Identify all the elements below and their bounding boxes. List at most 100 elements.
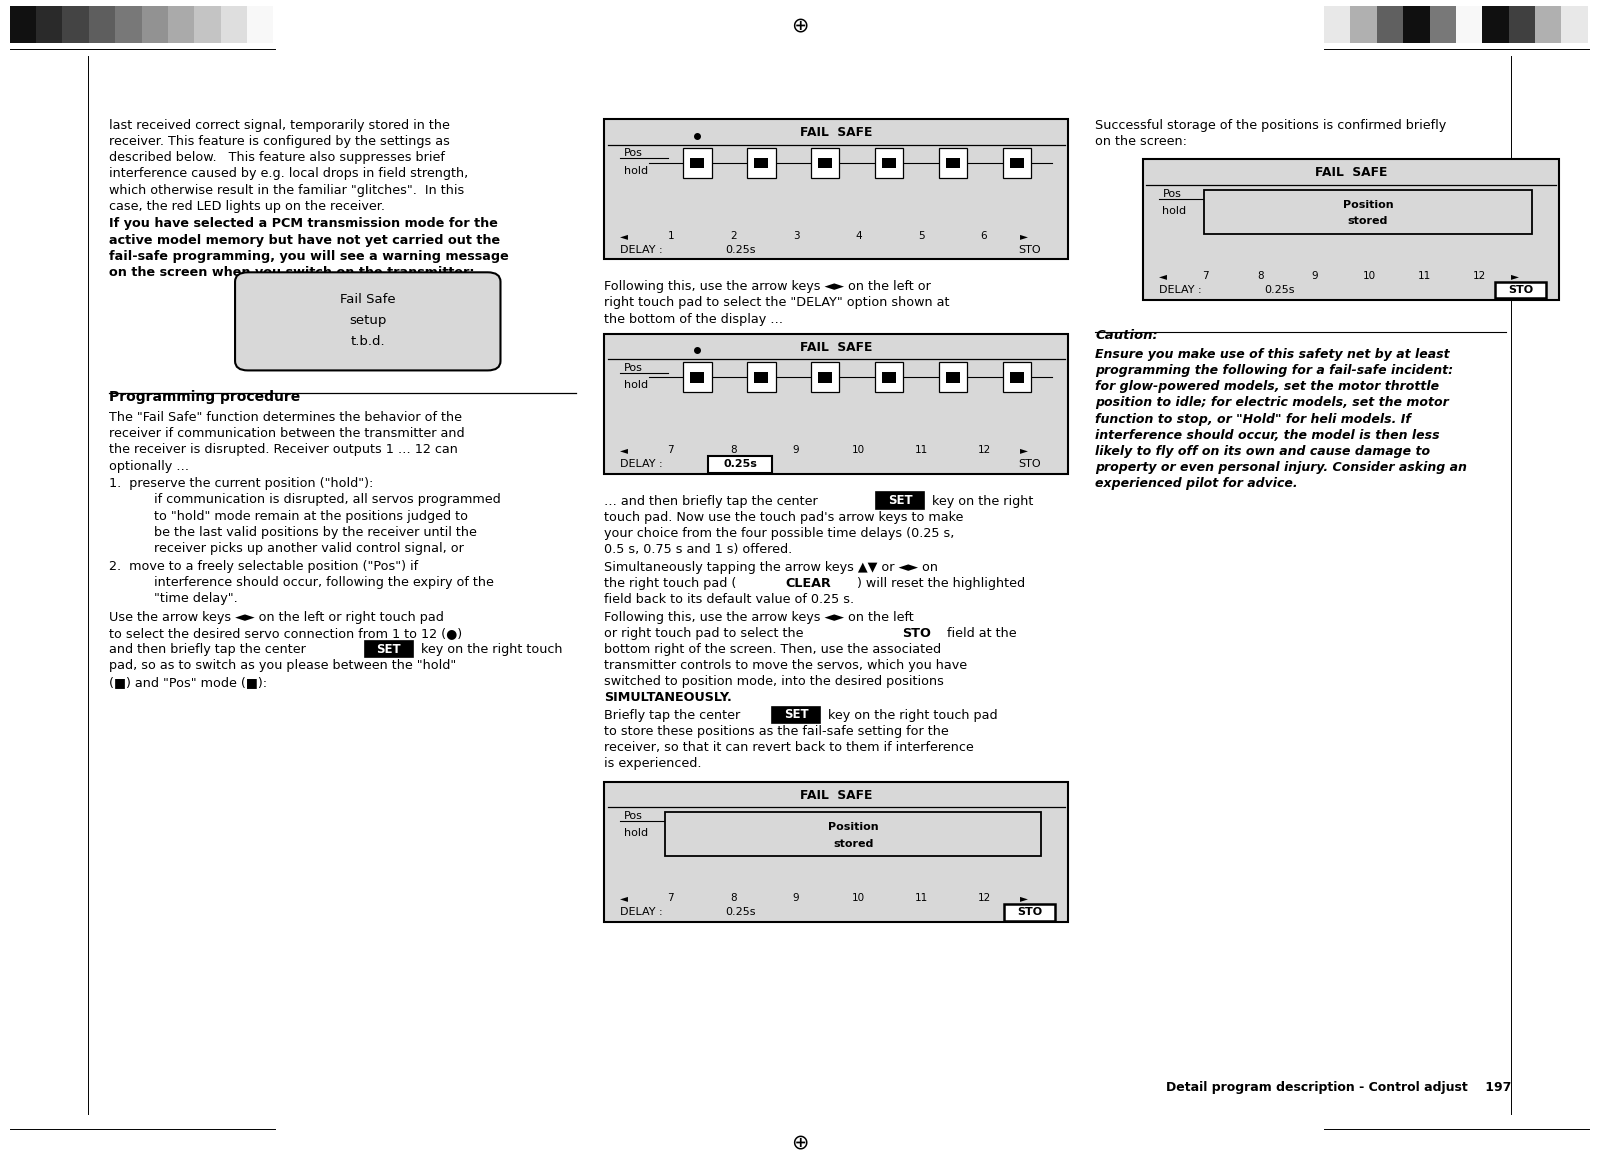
Text: STO: STO <box>1508 285 1533 296</box>
Text: SIMULTANEOUSLY.: SIMULTANEOUSLY. <box>604 691 732 704</box>
Bar <box>708 457 772 473</box>
Text: Programming procedure: Programming procedure <box>109 390 301 404</box>
Bar <box>1509 6 1535 43</box>
Text: position to idle; for electric models, set the motor: position to idle; for electric models, s… <box>1095 396 1449 410</box>
Text: to store these positions as the fail-safe setting for the: to store these positions as the fail-saf… <box>604 725 950 738</box>
Text: 0.25s: 0.25s <box>724 245 756 255</box>
Bar <box>817 373 831 383</box>
Text: ◄: ◄ <box>620 894 628 903</box>
Text: DELAY :: DELAY : <box>1159 285 1202 296</box>
Text: 10: 10 <box>852 894 865 903</box>
Bar <box>691 373 704 383</box>
Text: 11: 11 <box>915 445 927 456</box>
Text: the receiver is disrupted. Receiver outputs 1 … 12 can: the receiver is disrupted. Receiver outp… <box>109 444 457 457</box>
Bar <box>1430 6 1455 43</box>
Bar <box>604 119 1068 259</box>
Bar <box>1561 6 1588 43</box>
Text: 0.25s: 0.25s <box>724 908 756 917</box>
Text: CLEAR: CLEAR <box>785 577 831 590</box>
Bar <box>256 287 496 367</box>
Bar <box>947 373 959 383</box>
Text: 7: 7 <box>668 445 675 456</box>
Text: last received correct signal, temporarily stored in the: last received correct signal, temporaril… <box>109 119 449 132</box>
Text: Pos: Pos <box>624 811 643 821</box>
Text: ◄: ◄ <box>620 445 628 456</box>
Text: 0.25s: 0.25s <box>723 459 758 470</box>
Text: ◄: ◄ <box>1159 271 1167 281</box>
Text: receiver, so that it can revert back to them if interference: receiver, so that it can revert back to … <box>604 742 974 755</box>
Text: 8: 8 <box>731 894 737 903</box>
Text: Position: Position <box>828 822 878 832</box>
Text: hold: hold <box>624 166 648 176</box>
Bar <box>755 158 768 168</box>
Text: Ensure you make use of this safety net by at least: Ensure you make use of this safety net b… <box>1095 348 1450 361</box>
Text: 0.5 s, 0.75 s and 1 s) offered.: 0.5 s, 0.75 s and 1 s) offered. <box>604 543 793 556</box>
Text: on the screen when you switch on the transmitter:: on the screen when you switch on the tra… <box>109 266 475 279</box>
Bar <box>755 373 768 383</box>
Text: The "Fail Safe" function determines the behavior of the: The "Fail Safe" function determines the … <box>109 411 462 424</box>
Text: Successful storage of the positions is confirmed briefly: Successful storage of the positions is c… <box>1095 119 1447 132</box>
Bar <box>875 362 903 392</box>
Text: field back to its default value of 0.25 s.: field back to its default value of 0.25 … <box>604 593 854 606</box>
Text: case, the red LED lights up on the receiver.: case, the red LED lights up on the recei… <box>109 200 385 213</box>
Bar <box>168 6 195 43</box>
Text: receiver picks up another valid control signal, or: receiver picks up another valid control … <box>154 542 464 555</box>
FancyBboxPatch shape <box>235 272 500 370</box>
Bar <box>947 158 959 168</box>
Text: experienced pilot for advice.: experienced pilot for advice. <box>1095 477 1298 491</box>
Bar <box>1535 6 1561 43</box>
Text: SET: SET <box>887 494 913 507</box>
Text: 10: 10 <box>852 445 865 456</box>
Text: Following this, use the arrow keys ◄► on the left or: Following this, use the arrow keys ◄► on… <box>604 280 931 293</box>
Text: interference caused by e.g. local drops in field strength,: interference caused by e.g. local drops … <box>109 167 469 181</box>
Text: STO: STO <box>1019 459 1041 470</box>
Bar <box>883 373 895 383</box>
Bar <box>875 148 903 179</box>
Text: interference should occur, following the expiry of the: interference should occur, following the… <box>154 576 494 589</box>
Bar <box>35 6 62 43</box>
Text: 8: 8 <box>1257 271 1263 281</box>
Text: 11: 11 <box>1418 271 1431 281</box>
Bar <box>683 362 712 392</box>
Text: function to stop, or "Hold" for heli models. If: function to stop, or "Hold" for heli mod… <box>1095 412 1412 425</box>
Text: Detail program description - Control adjust    197: Detail program description - Control adj… <box>1166 1082 1511 1094</box>
Text: DELAY :: DELAY : <box>620 245 664 255</box>
Bar <box>1011 158 1023 168</box>
Text: FAIL  SAFE: FAIL SAFE <box>800 788 873 801</box>
Text: 2: 2 <box>731 231 737 241</box>
Text: STO: STO <box>1017 908 1043 917</box>
Text: 8: 8 <box>731 445 737 456</box>
Text: receiver. This feature is configured by the settings as: receiver. This feature is configured by … <box>109 135 449 148</box>
Text: field at the: field at the <box>947 627 1017 640</box>
Bar <box>195 6 221 43</box>
Text: right touch pad to select the "DELAY" option shown at: right touch pad to select the "DELAY" op… <box>604 297 950 310</box>
Text: the bottom of the display …: the bottom of the display … <box>604 313 784 326</box>
Text: STO: STO <box>902 627 931 640</box>
Text: SET: SET <box>784 709 809 722</box>
Bar <box>747 148 776 179</box>
Text: 9: 9 <box>1311 271 1318 281</box>
Text: active model memory but have not yet carried out the: active model memory but have not yet car… <box>109 234 500 246</box>
Bar <box>939 362 967 392</box>
Bar <box>811 148 839 179</box>
Text: Fail Safe: Fail Safe <box>341 293 395 306</box>
Text: If you have selected a PCM transmission mode for the: If you have selected a PCM transmission … <box>109 217 497 230</box>
Text: DELAY :: DELAY : <box>620 459 664 470</box>
Text: 9: 9 <box>793 445 800 456</box>
Text: ⊕: ⊕ <box>792 15 807 36</box>
Bar <box>90 6 115 43</box>
Text: and then briefly tap the center: and then briefly tap the center <box>109 644 305 656</box>
Bar <box>62 6 90 43</box>
Text: Caution:: Caution: <box>1095 329 1158 342</box>
Text: hold: hold <box>624 381 648 390</box>
Text: Pos: Pos <box>624 148 643 159</box>
Bar <box>248 6 273 43</box>
Bar <box>811 362 839 392</box>
Text: DELAY :: DELAY : <box>620 908 664 917</box>
Text: ►: ► <box>1511 271 1519 281</box>
Text: 1: 1 <box>668 231 675 241</box>
Text: hold: hold <box>624 828 648 839</box>
Text: bottom right of the screen. Then, use the associated: bottom right of the screen. Then, use th… <box>604 644 942 656</box>
Text: key on the right touch pad: key on the right touch pad <box>828 709 998 722</box>
Text: "time delay".: "time delay". <box>154 592 237 605</box>
